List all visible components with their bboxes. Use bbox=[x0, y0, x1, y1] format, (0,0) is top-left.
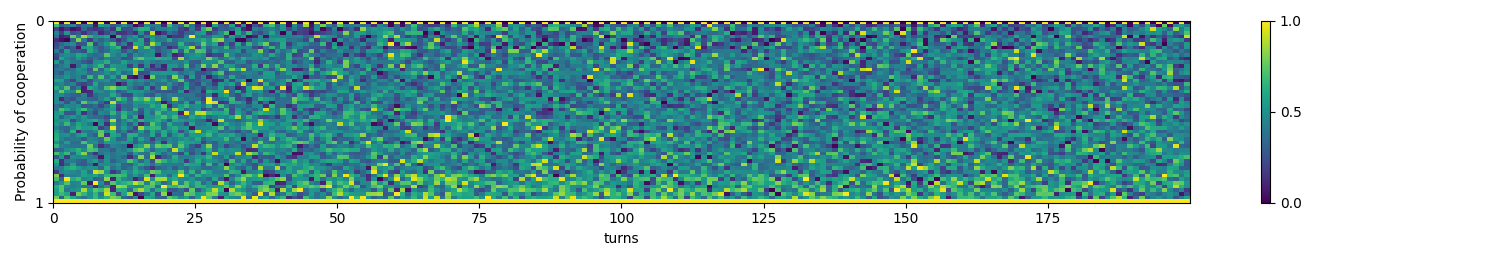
X-axis label: turns: turns bbox=[603, 232, 639, 246]
Y-axis label: Probability of cooperation: Probability of cooperation bbox=[15, 22, 28, 201]
